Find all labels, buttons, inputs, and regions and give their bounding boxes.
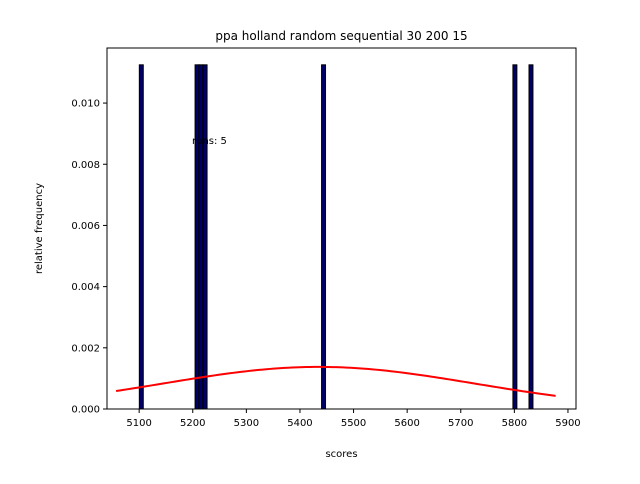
- x-axis-ticks: 5100 5200 5300 5400 5500 5600 5700 5800 5900: [126, 409, 581, 429]
- runs-annotation: runs: 5: [192, 136, 227, 147]
- x-tick-label-5700: 5700: [448, 418, 473, 429]
- histogram-bar-6: [512, 64, 518, 410]
- x-tick-label-5100: 5100: [126, 418, 151, 429]
- y-tick-label-3: 0.006: [71, 221, 100, 232]
- x-tick-label-5800: 5800: [502, 418, 527, 429]
- y-tick-label-0: 0.000: [71, 405, 100, 416]
- x-tick-label-5900: 5900: [555, 418, 580, 429]
- y-tick-label-1: 0.002: [71, 343, 100, 354]
- x-tick-label-5500: 5500: [341, 418, 366, 429]
- y-tick-label-4: 0.008: [71, 160, 100, 171]
- x-tick-label-5300: 5300: [234, 418, 259, 429]
- histogram-bar-7: [528, 64, 534, 410]
- x-tick-label-5600: 5600: [394, 418, 419, 429]
- chart-title: ppa holland random sequential 30 200 15: [215, 29, 467, 43]
- y-tick-label-5: 0.010: [71, 99, 100, 110]
- normal-fit-curve: [115, 365, 556, 397]
- curve-layer: [115, 365, 556, 397]
- histogram-bar-4: [202, 64, 208, 410]
- x-tick-label-5200: 5200: [180, 418, 205, 429]
- y-axis-label: relative frequency: [34, 183, 45, 274]
- y-axis-ticks: 0.000 0.002 0.004 0.006 0.008 0.010: [71, 99, 107, 416]
- y-tick-label-2: 0.004: [71, 282, 100, 293]
- histogram-bar-3: [198, 64, 204, 410]
- x-tick-label-5400: 5400: [287, 418, 312, 429]
- plot-area-frame: [106, 47, 577, 410]
- histogram-bar-1: [138, 64, 144, 410]
- histogram-bar-5: [321, 64, 327, 410]
- x-axis-label: scores: [325, 449, 357, 460]
